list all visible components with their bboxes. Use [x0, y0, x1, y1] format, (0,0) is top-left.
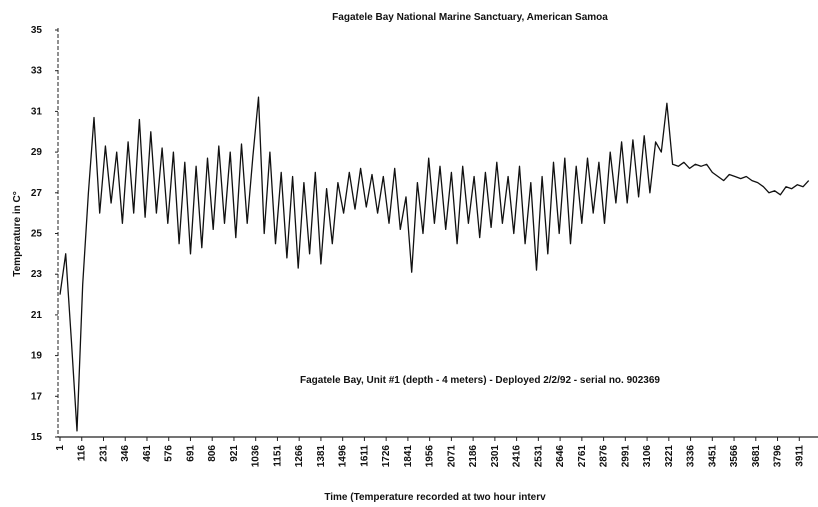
x-tick-label: 3796	[773, 445, 784, 468]
x-tick-label: 921	[229, 445, 240, 462]
x-tick-label: 116	[77, 445, 88, 462]
chart-title: Fagatele Bay National Marine Sanctuary, …	[332, 12, 608, 23]
x-tick-label: 1611	[359, 445, 370, 467]
y-tick-label: 15	[31, 432, 43, 443]
x-tick-label: 1266	[294, 445, 305, 468]
x-tick-label: 3566	[729, 445, 740, 468]
y-tick-label: 27	[31, 188, 43, 199]
x-tick-label: 1381	[316, 445, 327, 468]
x-tick-label: 1726	[381, 445, 392, 468]
x-tick-label: 461	[142, 445, 153, 462]
x-tick-label: 576	[164, 445, 175, 462]
x-tick-label: 2761	[577, 445, 588, 468]
x-tick-label: 2186	[468, 445, 479, 468]
x-tick-label: 3451	[707, 445, 718, 468]
y-tick-label: 29	[31, 147, 43, 158]
x-tick-label: 691	[185, 445, 196, 462]
x-tick-label: 3106	[642, 445, 653, 468]
x-tick-label: 806	[207, 445, 218, 462]
x-tick-label: 2876	[599, 445, 610, 468]
x-tick-label: 3911	[794, 445, 805, 467]
y-tick-label: 17	[31, 391, 43, 402]
x-tick-label: 2071	[446, 445, 457, 468]
x-tick-label: 3221	[664, 445, 675, 468]
y-tick-label: 23	[31, 269, 43, 280]
x-tick-label: 2646	[555, 445, 566, 468]
annotation: Fagatele Bay, Unit #1 (depth - 4 meters)…	[300, 375, 660, 386]
y-tick-label: 25	[31, 229, 43, 240]
x-tick-label: 2531	[533, 445, 544, 468]
x-tick-label: 2416	[512, 445, 523, 468]
x-axis-label: Time (Temperature recorded at two hour i…	[324, 492, 546, 503]
x-tick-label: 1841	[403, 445, 414, 468]
y-tick-label: 35	[31, 25, 43, 36]
x-tick-label: 1036	[251, 445, 262, 468]
x-tick-label: 1151	[272, 445, 283, 467]
y-tick-label: 33	[31, 66, 43, 77]
x-tick-label: 2301	[490, 445, 501, 468]
y-tick-label: 21	[31, 310, 43, 321]
line	[59, 96, 810, 432]
x-tick-label: 231	[98, 445, 109, 462]
x-tick-label: 1496	[338, 445, 349, 468]
x-tick-label: 346	[120, 445, 131, 462]
y-axis-label: Temperature in C°	[12, 191, 23, 277]
x-tick-label: 3336	[686, 445, 697, 468]
x-tick-label: 1956	[425, 445, 436, 468]
x-tick-label: 2991	[620, 445, 631, 468]
x-tick-label: 1	[55, 445, 66, 451]
y-tick-label: 31	[31, 106, 43, 117]
y-tick-label: 19	[31, 351, 43, 362]
x-tick-label: 3681	[751, 445, 762, 468]
